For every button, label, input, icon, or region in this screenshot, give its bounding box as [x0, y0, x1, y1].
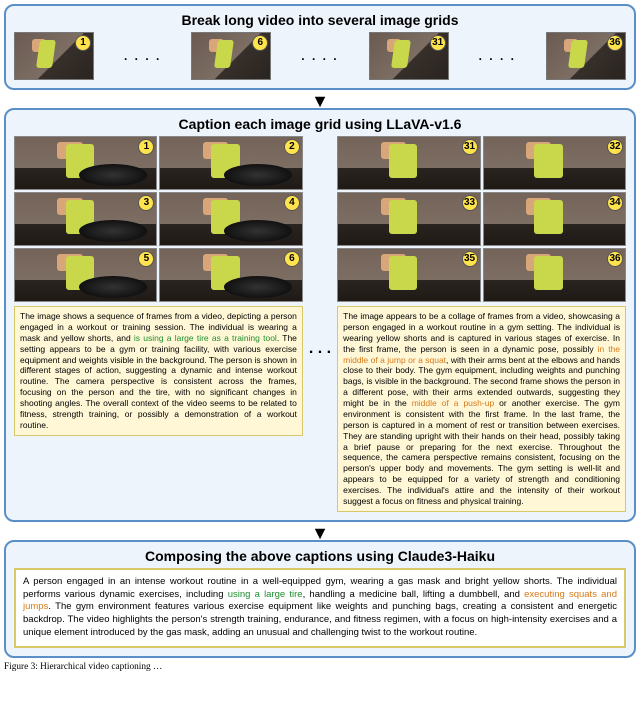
grid-frame: 34: [483, 192, 626, 246]
grid-frame: 3: [14, 192, 157, 246]
frame-number: 36: [607, 251, 623, 267]
left-caption: The image shows a sequence of frames fro…: [14, 306, 303, 436]
frame-number: 3: [138, 195, 154, 211]
top-panel: Break long video into several image grid…: [4, 4, 636, 90]
grid-frame: 6: [159, 248, 302, 302]
video-frame: 1: [14, 32, 94, 80]
cap-highlight: using a large tire: [228, 589, 303, 600]
bottom-title: Composing the above captions using Claud…: [14, 548, 626, 564]
ellipsis: . . . .: [479, 49, 516, 63]
figure-caption: Figure 3: Hierarchical video captioning …: [4, 662, 636, 672]
mid-title: Caption each image grid using LLaVA-v1.6: [14, 116, 626, 132]
grid-frame: 35: [337, 248, 480, 302]
top-title: Break long video into several image grid…: [14, 12, 626, 28]
frame-number: 6: [284, 251, 300, 267]
cap-text: or another exercise. The gym environment…: [343, 398, 620, 506]
frame-number: 36: [607, 35, 623, 51]
cap-text: , handling a medicine ball, lifting a du…: [303, 589, 525, 600]
left-column: 1 2 3 4 5 6 The image shows a sequence o…: [14, 136, 303, 436]
right-grid: 31 32 33 34 35 36: [337, 136, 626, 302]
mid-columns: 1 2 3 4 5 6 The image shows a sequence o…: [14, 136, 626, 512]
arrow-down-icon: ▼: [4, 94, 636, 108]
cap-text: The image appears to be a collage of fra…: [343, 311, 620, 354]
frame-number: 6: [252, 35, 268, 51]
video-frame: 36: [546, 32, 626, 80]
frame-number: 2: [284, 139, 300, 155]
grid-frame: 31: [337, 136, 480, 190]
cap-highlight: is using a large tire as a training tool: [134, 333, 277, 343]
frame-number: 1: [75, 35, 91, 51]
frame-number: 32: [607, 139, 623, 155]
bottom-panel: Composing the above captions using Claud…: [4, 540, 636, 658]
frame-number: 5: [138, 251, 154, 267]
grid-frame: 36: [483, 248, 626, 302]
video-frame: 6: [191, 32, 271, 80]
cap-highlight: middle of a push-up: [412, 398, 495, 408]
grid-frame: 4: [159, 192, 302, 246]
frame-number: 31: [430, 35, 446, 51]
ellipsis: . . . .: [301, 49, 338, 63]
frame-number: 1: [138, 139, 154, 155]
top-strip: 1 . . . . 6 . . . . 31 . . . . 36: [14, 32, 626, 80]
frame-number: 31: [462, 139, 478, 155]
ellipsis: . . .: [307, 290, 333, 358]
ellipsis: . . . .: [124, 49, 161, 63]
frame-number: 35: [462, 251, 478, 267]
video-frame: 31: [369, 32, 449, 80]
grid-frame: 33: [337, 192, 480, 246]
grid-frame: 32: [483, 136, 626, 190]
right-caption: The image appears to be a collage of fra…: [337, 306, 626, 512]
left-grid: 1 2 3 4 5 6: [14, 136, 303, 302]
cap-text: . The gym environment features various e…: [23, 601, 617, 638]
grid-frame: 2: [159, 136, 302, 190]
grid-frame: 5: [14, 248, 157, 302]
final-caption: A person engaged in an intense workout r…: [14, 568, 626, 648]
frame-number: 4: [284, 195, 300, 211]
frame-number: 33: [462, 195, 478, 211]
frame-number: 34: [607, 195, 623, 211]
arrow-down-icon: ▼: [4, 526, 636, 540]
cap-text: . The setting appears to be a gym or tra…: [20, 333, 297, 430]
mid-panel: Caption each image grid using LLaVA-v1.6…: [4, 108, 636, 522]
right-column: 31 32 33 34 35 36 The image appears to b…: [337, 136, 626, 512]
grid-frame: 1: [14, 136, 157, 190]
